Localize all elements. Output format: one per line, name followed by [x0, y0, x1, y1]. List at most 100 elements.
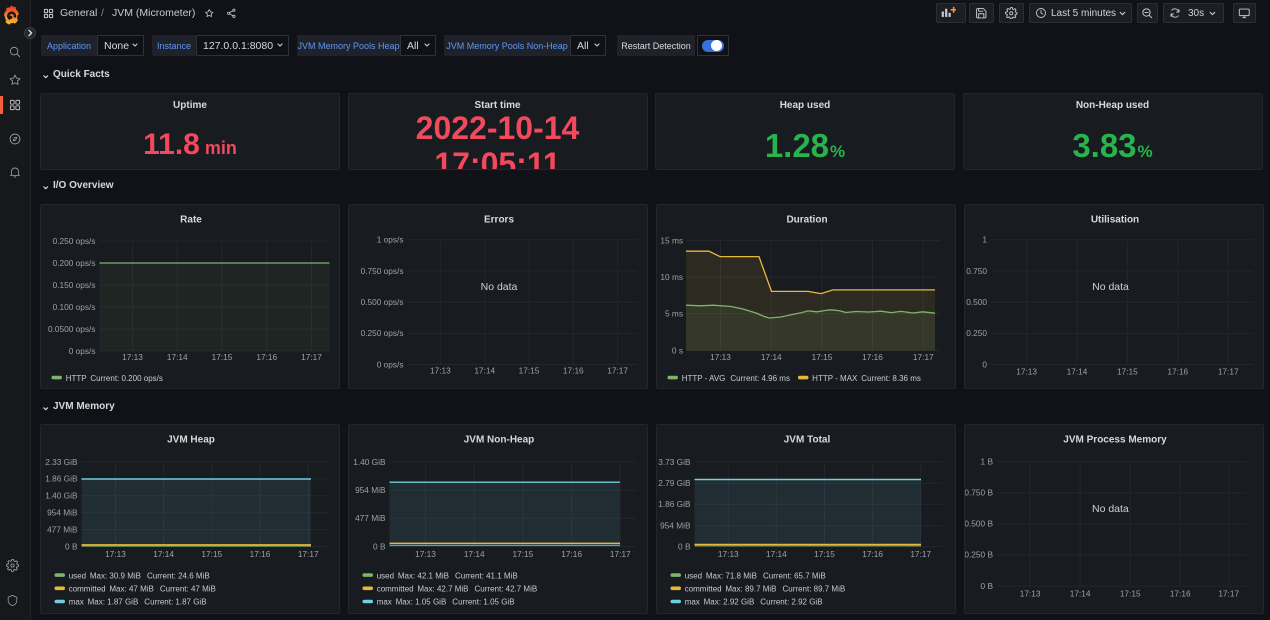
svg-text:3.73 GiB: 3.73 GiB — [658, 457, 691, 467]
svg-text:17:16: 17:16 — [1167, 366, 1188, 376]
svg-text:954 MiB: 954 MiB — [660, 521, 691, 531]
svg-text:JVM Non-Heap: JVM Non-Heap — [464, 435, 535, 446]
svg-text:17:17: 17:17 — [910, 549, 931, 559]
svg-text:17:17: 17:17 — [1218, 588, 1239, 598]
svg-text:Max: 1.87 GiB: Max: 1.87 GiB — [88, 598, 139, 607]
svg-text:17:15: 17:15 — [519, 366, 540, 376]
svg-text:Current: 1.87 GiB: Current: 1.87 GiB — [144, 598, 206, 607]
svg-text:0.500: 0.500 — [966, 297, 987, 307]
svg-text:Max: 42.7 MiB: Max: 42.7 MiB — [417, 585, 468, 594]
svg-text:17:17: 17:17 — [607, 366, 628, 376]
svg-text:17:16: 17:16 — [1170, 588, 1191, 598]
svg-text:17:13: 17:13 — [1020, 588, 1041, 598]
svg-text:0 B: 0 B — [373, 541, 386, 551]
svg-text:17:14: 17:14 — [153, 549, 174, 559]
svg-text:17:17: 17:17 — [610, 549, 631, 559]
svg-text:17:13: 17:13 — [718, 549, 739, 559]
svg-text:17:17: 17:17 — [298, 549, 319, 559]
svg-text:15 ms: 15 ms — [660, 235, 683, 245]
svg-text:17:14: 17:14 — [1067, 366, 1088, 376]
svg-text:Current: 89.7 MiB: Current: 89.7 MiB — [783, 585, 846, 594]
svg-text:committed: committed — [69, 585, 106, 594]
svg-text:17:14: 17:14 — [761, 352, 782, 362]
svg-text:5 ms: 5 ms — [665, 308, 683, 318]
svg-text:17:16: 17:16 — [561, 549, 582, 559]
svg-text:Current: 65.7 MiB: Current: 65.7 MiB — [763, 571, 826, 580]
svg-text:17:14: 17:14 — [766, 549, 787, 559]
svg-text:17:14: 17:14 — [1070, 588, 1091, 598]
svg-text:17:15: 17:15 — [812, 352, 833, 362]
svg-text:Current: 47 MiB: Current: 47 MiB — [160, 585, 216, 594]
svg-text:1: 1 — [982, 235, 987, 245]
svg-text:JVM Heap: JVM Heap — [167, 435, 215, 446]
svg-text:2.79 GiB: 2.79 GiB — [658, 478, 691, 488]
svg-text:17:15: 17:15 — [1117, 366, 1138, 376]
svg-text:max: max — [685, 598, 700, 607]
svg-text:17:13: 17:13 — [122, 352, 143, 362]
svg-text:0.150 ops/s: 0.150 ops/s — [53, 280, 96, 290]
svg-text:1 ops/s: 1 ops/s — [377, 235, 404, 245]
svg-text:JVM Total: JVM Total — [784, 435, 831, 446]
svg-text:0.500 B: 0.500 B — [965, 519, 993, 529]
svg-text:1.86 GiB: 1.86 GiB — [658, 499, 691, 509]
svg-text:0: 0 — [982, 359, 987, 369]
svg-text:17:16: 17:16 — [256, 352, 277, 362]
svg-text:17:14: 17:14 — [474, 366, 495, 376]
svg-text:Max: 89.7 MiB: Max: 89.7 MiB — [725, 585, 776, 594]
svg-text:0 s: 0 s — [672, 345, 683, 355]
svg-text:committed: committed — [685, 585, 722, 594]
svg-text:Current: 1.05 GiB: Current: 1.05 GiB — [452, 598, 514, 607]
svg-text:Max: 30.9 MiB: Max: 30.9 MiB — [90, 571, 141, 580]
svg-text:0 B: 0 B — [678, 541, 691, 551]
svg-text:0 ops/s: 0 ops/s — [377, 359, 404, 369]
svg-text:Max: 42.1 MiB: Max: 42.1 MiB — [398, 571, 449, 580]
svg-text:17:17: 17:17 — [1218, 366, 1239, 376]
svg-text:No data: No data — [1092, 503, 1129, 515]
svg-text:used: used — [685, 571, 702, 580]
svg-text:JVM Process Memory: JVM Process Memory — [1063, 435, 1167, 446]
svg-text:1.40 GiB: 1.40 GiB — [45, 491, 78, 501]
svg-text:0 B: 0 B — [65, 541, 78, 551]
svg-text:HTTP: HTTP — [66, 374, 87, 383]
svg-text:2.33 GiB: 2.33 GiB — [45, 457, 78, 467]
svg-text:used: used — [69, 571, 86, 580]
svg-text:1.86 GiB: 1.86 GiB — [45, 474, 78, 484]
svg-text:0.0500 ops/s: 0.0500 ops/s — [48, 324, 96, 334]
svg-text:Current: 42.7 MiB: Current: 42.7 MiB — [475, 585, 538, 594]
svg-text:17:16: 17:16 — [563, 366, 584, 376]
svg-text:Current: 8.36 ms: Current: 8.36 ms — [861, 374, 921, 383]
svg-text:10 ms: 10 ms — [660, 272, 683, 282]
svg-text:17:14: 17:14 — [167, 352, 188, 362]
svg-text:17:16: 17:16 — [250, 549, 271, 559]
svg-text:17:15: 17:15 — [201, 549, 222, 559]
svg-text:Current: 41.1 MiB: Current: 41.1 MiB — [455, 571, 518, 580]
svg-text:17:15: 17:15 — [212, 352, 233, 362]
svg-text:Current: 24.6 MiB: Current: 24.6 MiB — [147, 571, 210, 580]
svg-text:Duration: Duration — [786, 215, 827, 226]
svg-text:0.250 B: 0.250 B — [965, 550, 993, 560]
svg-text:477 MiB: 477 MiB — [47, 524, 78, 534]
svg-text:1 B: 1 B — [981, 456, 994, 466]
svg-text:Max: 47 MiB: Max: 47 MiB — [109, 585, 153, 594]
svg-text:max: max — [69, 598, 84, 607]
svg-text:Errors: Errors — [484, 215, 514, 226]
svg-text:17:15: 17:15 — [513, 549, 534, 559]
svg-text:used: used — [377, 571, 394, 580]
svg-text:HTTP - MAX: HTTP - MAX — [812, 374, 858, 383]
svg-text:Current: 2.92 GiB: Current: 2.92 GiB — [760, 598, 822, 607]
svg-text:0 B: 0 B — [981, 581, 994, 591]
svg-text:954 MiB: 954 MiB — [355, 485, 386, 495]
svg-text:Current: 4.96 ms: Current: 4.96 ms — [730, 374, 790, 383]
svg-text:Max: 2.92 GiB: Max: 2.92 GiB — [704, 598, 755, 607]
svg-text:1.40 GiB: 1.40 GiB — [353, 457, 386, 467]
svg-text:committed: committed — [377, 585, 414, 594]
svg-text:Utilisation: Utilisation — [1091, 215, 1139, 226]
svg-text:0.250: 0.250 — [966, 328, 987, 338]
svg-text:0.750: 0.750 — [966, 266, 987, 276]
svg-text:0.250 ops/s: 0.250 ops/s — [53, 236, 96, 246]
svg-text:0.100 ops/s: 0.100 ops/s — [53, 302, 96, 312]
svg-text:Current: 0.200 ops/s: Current: 0.200 ops/s — [90, 374, 162, 383]
svg-text:954 MiB: 954 MiB — [47, 508, 78, 518]
svg-text:0.500 ops/s: 0.500 ops/s — [361, 297, 404, 307]
svg-text:17:14: 17:14 — [464, 549, 485, 559]
